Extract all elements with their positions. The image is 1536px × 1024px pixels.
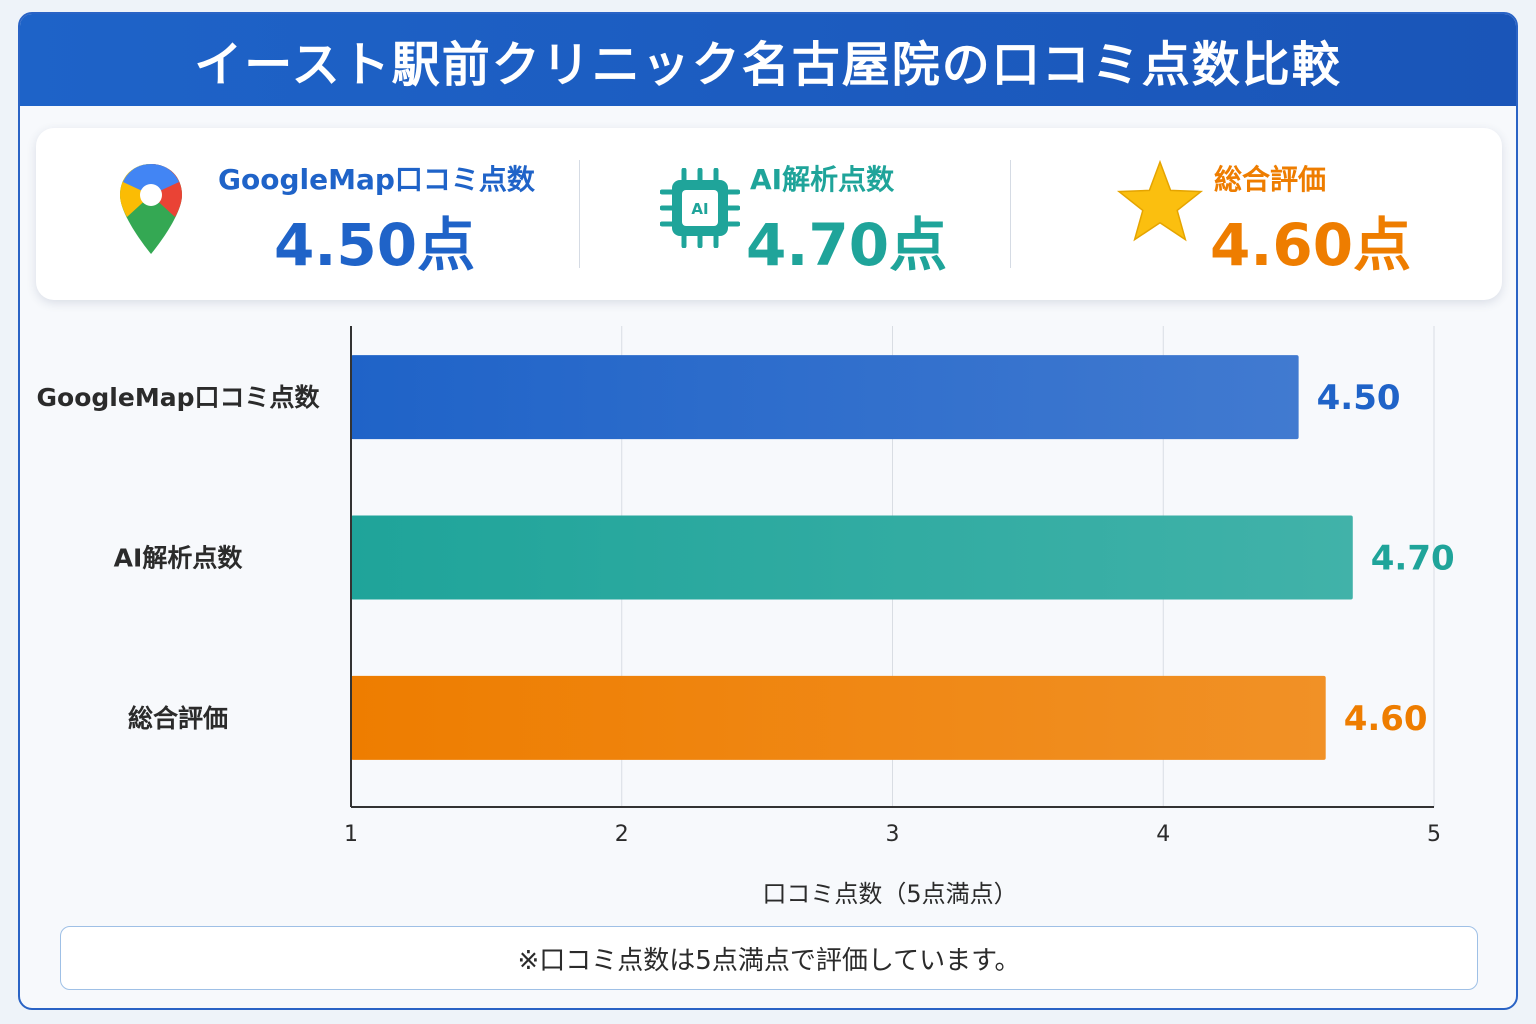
ai-chip-icon: AI [660,168,740,248]
x-tick-label: 2 [615,822,629,847]
bar [351,515,1353,600]
x-tick-label: 5 [1427,822,1441,847]
y-category-label: 総合評価 [128,704,228,733]
x-axis-title: 口コミ点数（5点満点） [762,880,1017,908]
summary-card: GoogleMap口コミ点数 4.50点 AI AI解析点数 4.70点 [36,128,1502,300]
google-summary-value: 4.50点 [274,211,476,279]
summary-ai: AI AI解析点数 4.70点 [596,128,1026,300]
page-title: イースト駅前クリニック名古屋院の口コミ点数比較 [194,37,1342,93]
footnote: ※口コミ点数は5点満点で評価しています。 [60,926,1478,990]
bar-chart: 4.50 4.70 4.60 1 2 3 4 5 GoogleMap口コミ点数 AI解析点数総合… [37,326,1455,908]
star-icon [1116,160,1204,242]
ai-chip-text: AI [691,200,708,218]
y-category-label: AI解析点数 [114,544,244,573]
ai-summary-label: AI解析点数 [750,163,895,196]
chart-frame: イースト駅前クリニック名古屋院の口コミ点数比較 GoogleMap口コミ点数 4… [18,12,1518,1010]
bar-layer: 4.50 4.70 4.60 [351,355,1455,760]
bar [351,675,1326,760]
map-pin-icon [120,164,182,254]
summary-google: GoogleMap口コミ点数 4.50点 [36,128,596,300]
y-category-label: GoogleMap口コミ点数 [37,383,321,412]
bar [351,355,1299,440]
total-summary-label: 総合評価 [1214,163,1327,196]
summary-divider [1010,160,1011,268]
bar-value-label: 4.60 [1344,699,1428,739]
total-summary-value: 4.60点 [1210,211,1412,279]
bar-value-label: 4.70 [1371,539,1455,579]
summary-divider [579,160,580,268]
x-tick-label: 4 [1156,822,1170,847]
bar-value-label: 4.50 [1317,378,1401,418]
google-summary-label: GoogleMap口コミ点数 [218,163,535,196]
x-tick-label: 3 [886,822,900,847]
summary-total: 総合評価 4.60点 [1026,128,1502,300]
x-tick-label: 1 [344,822,358,847]
ai-summary-value: 4.70点 [746,211,948,279]
title-bar: イースト駅前クリニック名古屋院の口コミ点数比較 [20,14,1516,106]
